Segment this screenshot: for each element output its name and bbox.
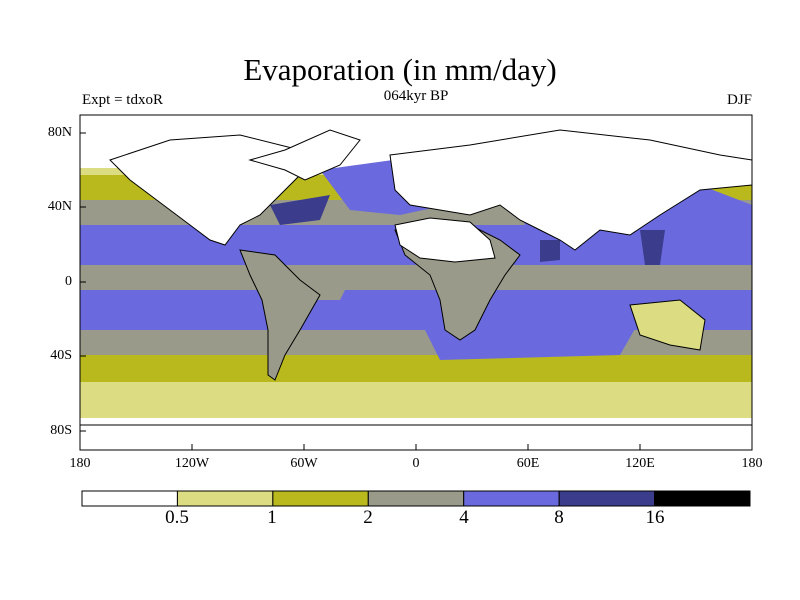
lon-label-60e: 60E (516, 456, 540, 471)
lon-ticks (79, 444, 753, 450)
season-label: DJF (726, 92, 752, 108)
map-title: Evaporation (in mm/day) (243, 52, 557, 87)
colorbar-label: 1 (267, 507, 277, 528)
colorbar-segment (654, 490, 751, 507)
colorbar-segment (558, 490, 656, 507)
experiment-label: Expt = tdxoR (82, 92, 163, 108)
lon-label-120e: 120E (625, 456, 655, 471)
colorbar-segment (272, 490, 369, 507)
colorbar-segment (367, 490, 465, 507)
lon-label-120w: 120W (174, 456, 210, 471)
evaporation-field (80, 115, 752, 450)
lon-label-60w: 60W (290, 456, 318, 471)
colorbar-label: 16 (645, 507, 665, 528)
lat-ticks (80, 132, 86, 432)
continents (80, 129, 752, 450)
lat-label-0: 0 (65, 274, 72, 289)
colorbar-label: 0.5 (165, 507, 189, 528)
colorbar-segment (463, 490, 560, 507)
lon-label-180e: 180 (741, 456, 763, 471)
colorbar (81, 490, 751, 507)
colorbar-label: 4 (459, 507, 469, 528)
period-label: 064kyr BP (383, 88, 449, 104)
lat-label-80n: 80N (47, 125, 72, 140)
lon-label-180w: 180 (69, 456, 91, 471)
lat-label-80s: 80S (50, 423, 72, 438)
colorbar-segment (176, 490, 274, 507)
colorbar-label: 8 (554, 507, 564, 528)
lon-label-0: 0 (412, 456, 420, 471)
lat-label-40n: 40N (47, 199, 72, 214)
lat-label-40s: 40S (50, 348, 72, 363)
colorbar-label: 2 (363, 507, 373, 528)
colorbar-segment (81, 490, 178, 507)
